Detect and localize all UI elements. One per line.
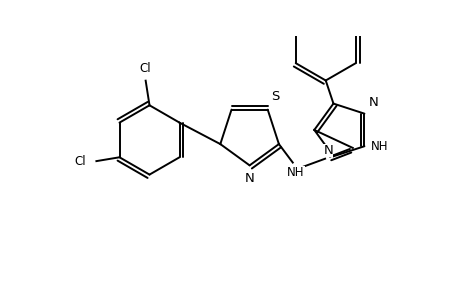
- Text: N: N: [323, 144, 332, 157]
- Text: S: S: [271, 91, 280, 103]
- Text: N: N: [244, 172, 254, 184]
- Text: N: N: [368, 96, 377, 109]
- Text: Cl: Cl: [74, 154, 85, 168]
- Text: Cl: Cl: [140, 61, 151, 74]
- Text: NH: NH: [286, 166, 304, 178]
- Text: NH: NH: [370, 140, 387, 153]
